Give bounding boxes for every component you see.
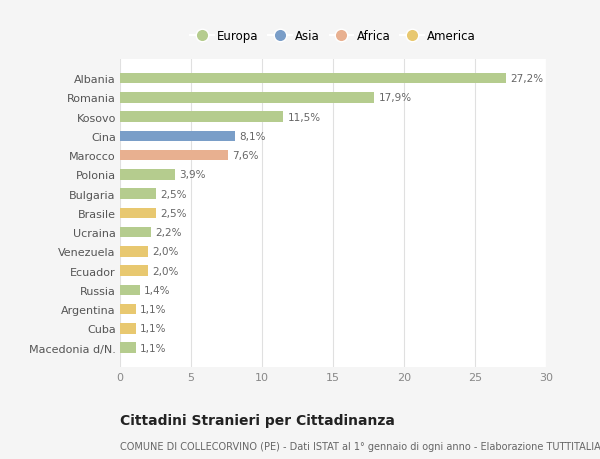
Text: Cittadini Stranieri per Cittadinanza: Cittadini Stranieri per Cittadinanza [120, 413, 395, 427]
Text: 11,5%: 11,5% [287, 112, 320, 123]
Text: 2,0%: 2,0% [152, 266, 179, 276]
Text: 1,1%: 1,1% [140, 343, 166, 353]
Bar [120, 343, 136, 353]
Bar [120, 285, 140, 296]
Bar [120, 73, 506, 84]
Bar [120, 151, 228, 161]
Text: 7,6%: 7,6% [232, 151, 259, 161]
Bar [120, 304, 136, 315]
Bar [120, 189, 155, 200]
Legend: Europa, Asia, Africa, America: Europa, Asia, Africa, America [185, 26, 481, 48]
Text: 1,4%: 1,4% [144, 285, 170, 295]
Bar [120, 246, 148, 257]
Bar [120, 170, 175, 180]
Text: 17,9%: 17,9% [379, 93, 412, 103]
Text: 27,2%: 27,2% [511, 74, 544, 84]
Text: 3,9%: 3,9% [179, 170, 206, 180]
Text: 1,1%: 1,1% [140, 324, 166, 334]
Text: 2,0%: 2,0% [152, 247, 179, 257]
Text: 2,2%: 2,2% [155, 228, 182, 238]
Text: 8,1%: 8,1% [239, 132, 266, 141]
Text: 2,5%: 2,5% [160, 189, 186, 199]
Bar [120, 324, 136, 334]
Bar [120, 227, 151, 238]
Bar [120, 266, 148, 276]
Text: 1,1%: 1,1% [140, 304, 166, 314]
Text: COMUNE DI COLLECORVINO (PE) - Dati ISTAT al 1° gennaio di ogni anno - Elaborazio: COMUNE DI COLLECORVINO (PE) - Dati ISTAT… [120, 441, 600, 451]
Text: 2,5%: 2,5% [160, 208, 186, 218]
Bar [120, 131, 235, 142]
Bar [120, 112, 283, 123]
Bar [120, 93, 374, 103]
Bar [120, 208, 155, 219]
